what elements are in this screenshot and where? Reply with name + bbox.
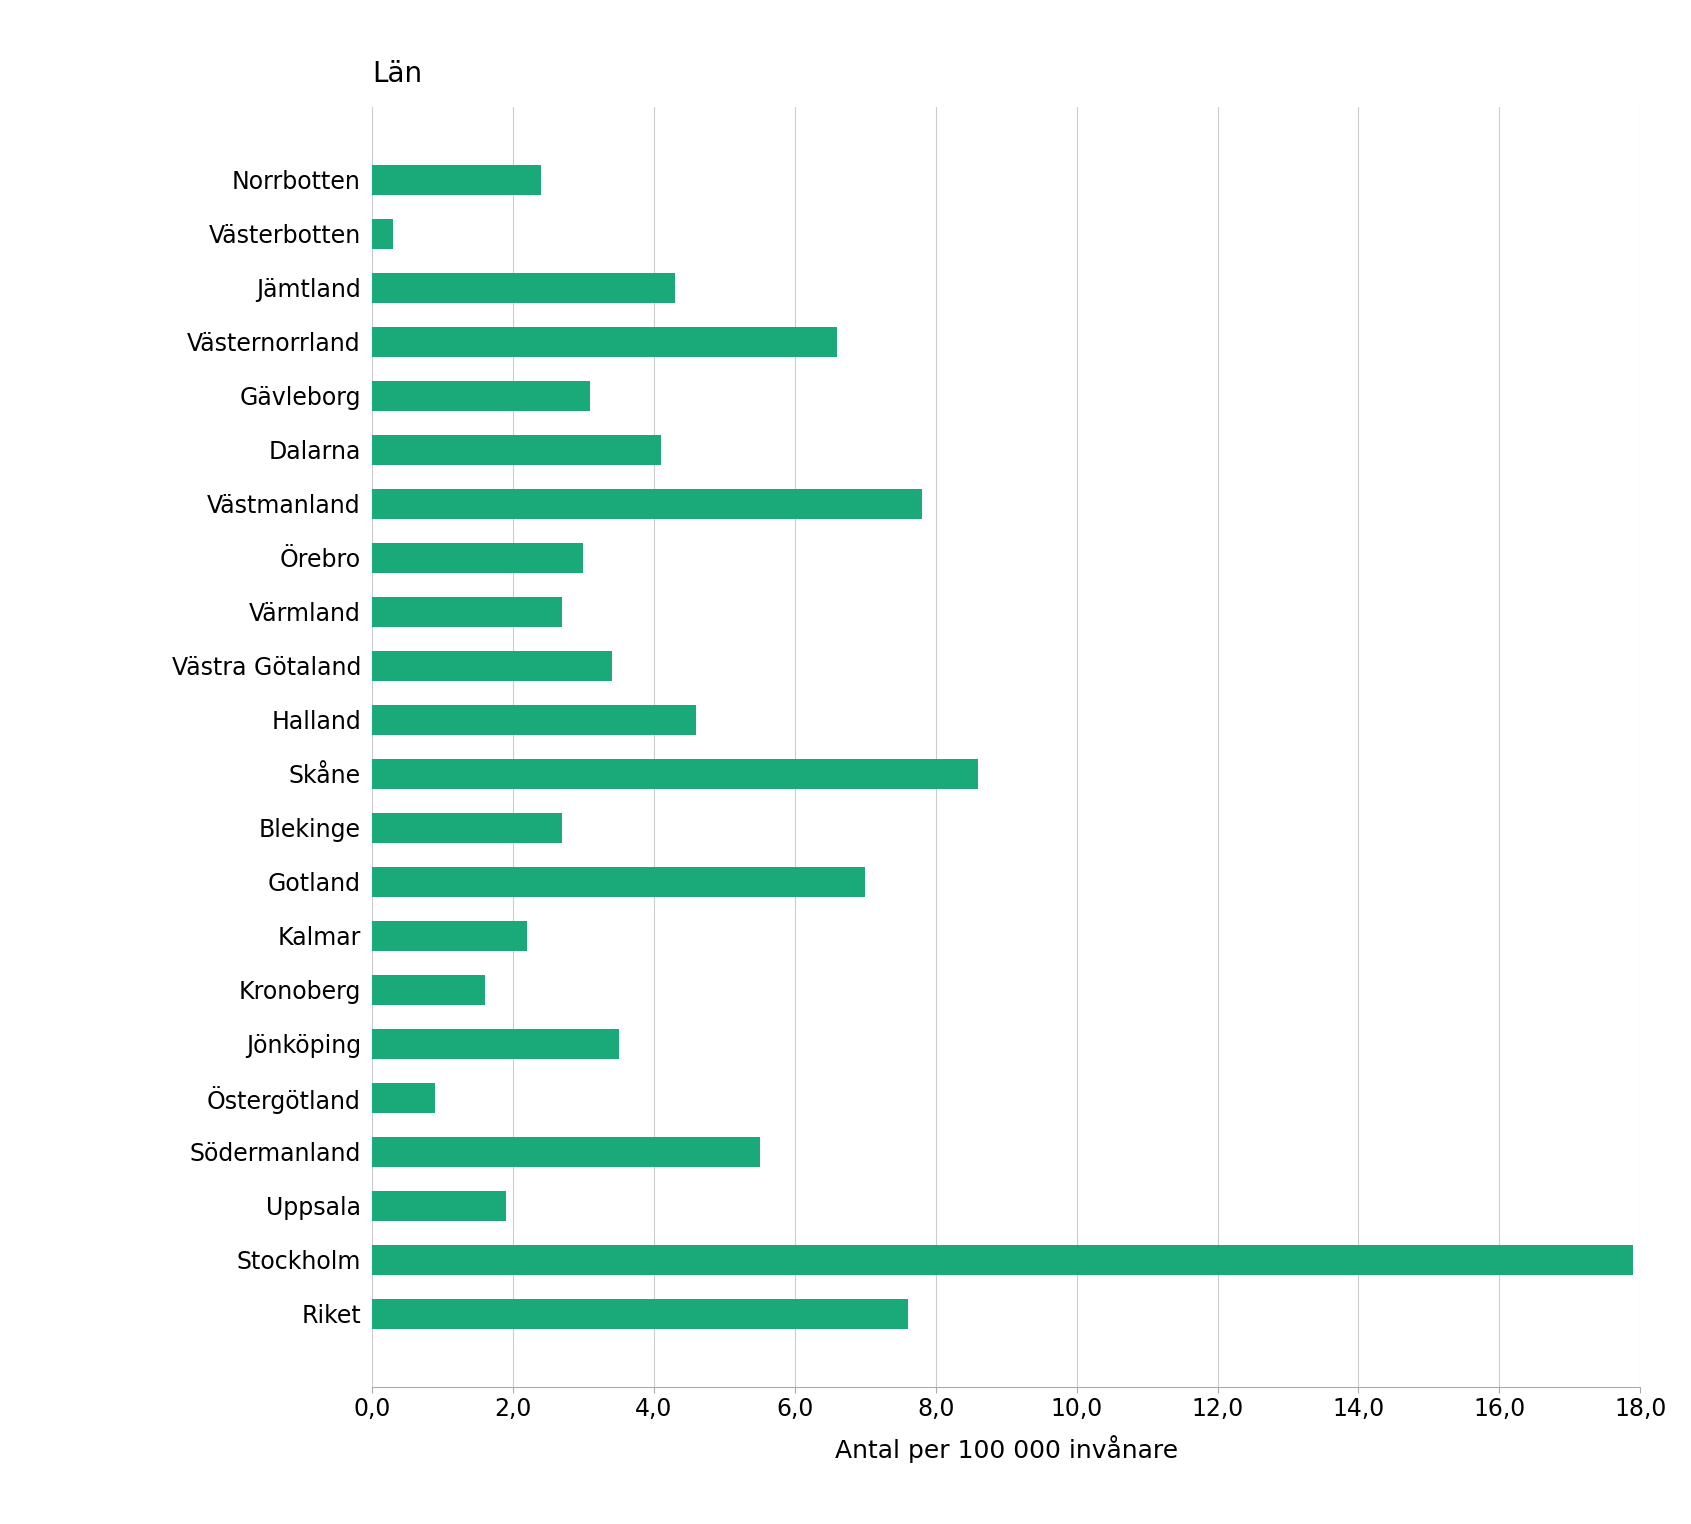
Bar <box>372 1298 908 1329</box>
Bar <box>372 165 541 195</box>
Bar <box>372 1190 506 1221</box>
Bar <box>372 867 866 896</box>
Bar <box>372 326 837 357</box>
Bar <box>372 597 561 626</box>
Bar <box>372 219 392 248</box>
Bar <box>372 759 977 788</box>
Bar <box>372 489 922 518</box>
Bar <box>372 434 661 465</box>
Bar <box>372 1137 759 1167</box>
Bar <box>372 706 697 735</box>
Bar <box>372 1029 619 1059</box>
Bar <box>372 273 675 303</box>
Bar <box>372 975 485 1004</box>
Bar <box>372 1245 1634 1274</box>
Bar <box>372 920 528 951</box>
Bar <box>372 543 583 573</box>
X-axis label: Antal per 100 000 invånare: Antal per 100 000 invånare <box>835 1436 1177 1463</box>
Bar <box>372 812 561 843</box>
Bar <box>372 651 612 681</box>
Bar <box>372 381 590 410</box>
Text: Län: Län <box>372 59 423 88</box>
Bar <box>372 1084 436 1113</box>
